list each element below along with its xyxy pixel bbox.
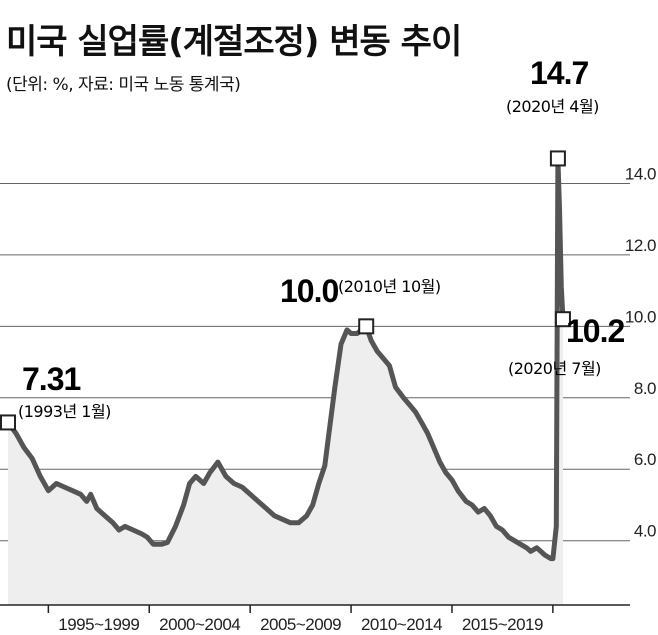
annotation-date: (2020년 7월): [508, 359, 601, 378]
y-tick-label: 4.0: [634, 522, 656, 541]
x-tick-label: 2005~2009: [260, 615, 341, 634]
y-tick-label: 14.0: [625, 164, 656, 183]
x-tick-label: 1995~1999: [58, 615, 139, 634]
annotation-date: (1993년 1월): [18, 402, 111, 421]
annotation-value: 10.0: [280, 273, 338, 309]
y-tick-label: 12.0: [625, 236, 656, 255]
data-marker: [549, 150, 566, 167]
y-tick-label: 10.0: [625, 307, 656, 326]
annotation-value: 10.2: [566, 313, 624, 349]
x-tick-label: 2010~2014: [361, 615, 442, 634]
data-marker: [554, 311, 571, 328]
data-marker: [358, 318, 375, 335]
annotation-date: (2010년 10월): [338, 277, 441, 296]
y-tick-label: 8.0: [634, 379, 656, 398]
annotation-date: (2020년 4월): [506, 97, 599, 116]
x-tick-label: 2000~2004: [159, 615, 240, 634]
chart-subtitle: (단위: %, 자료: 미국 노동 통계국): [6, 75, 241, 95]
series-line: [5, 155, 566, 562]
annotation-value: 7.31: [22, 361, 80, 397]
annotation-value: 14.7: [530, 55, 588, 91]
area-fill: [8, 158, 563, 605]
data-marker: [0, 414, 16, 431]
y-tick-label: 6.0: [634, 450, 656, 469]
x-tick-label: 2015~2019: [462, 615, 543, 634]
chart-title: 미국 실업률(계절조정) 변동 추이: [6, 22, 462, 62]
